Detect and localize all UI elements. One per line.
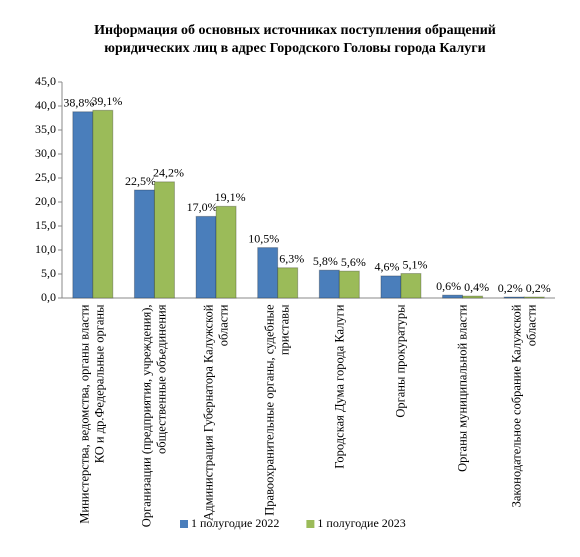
value-label: 10,5% (248, 231, 279, 245)
value-label: 5,8% (313, 254, 338, 268)
legend-label: 1 полугодие 2022 (191, 516, 279, 530)
bar (400, 273, 422, 299)
value-label: 22,5% (125, 174, 156, 188)
value-label: 0,2% (498, 281, 523, 295)
x-tick-text: Министерства, ведомства, органы власти К… (77, 304, 107, 524)
bar (72, 111, 94, 299)
legend-label: 1 полугодие 2023 (317, 516, 405, 530)
y-tick-label: 20,0 (35, 194, 56, 208)
y-tick-label: 15,0 (35, 218, 56, 232)
x-tick-label: Администрация Губернатора Калужской обла… (186, 305, 246, 530)
legend-swatch (180, 520, 188, 528)
x-tick-label: Городская Дума города Калуги (309, 305, 369, 530)
value-label: 0,2% (526, 281, 551, 295)
chart-title: Информация об основных источниках поступ… (94, 23, 496, 56)
value-label: 17,0% (187, 200, 218, 214)
x-tick-text: Правоохранительные органы, судебные прис… (262, 304, 292, 516)
x-tick-text: Организации (предприятия, учреждения), о… (139, 304, 169, 528)
x-tick-text: Администрация Губернатора Калужской обла… (201, 304, 231, 521)
x-tick-text: Законодательное собрание Калужской облас… (509, 304, 539, 508)
x-tick-label: Органы прокуратуры (371, 305, 431, 530)
x-tick-label: Законодательное собрание Калужской облас… (494, 305, 554, 530)
bar (92, 109, 114, 299)
x-tick-label: Министерства, ведомства, органы власти К… (63, 305, 123, 530)
bar (442, 294, 464, 299)
bar (215, 205, 237, 299)
legend-swatch (306, 520, 315, 528)
y-tick-label: 10,0 (35, 242, 56, 256)
value-label: 39,1% (91, 94, 122, 108)
x-tick-label: Организации (предприятия, учреждения), о… (124, 305, 184, 530)
bar (277, 267, 299, 299)
title-box: Информация об основных источниках поступ… (94, 23, 496, 56)
value-label: 19,1% (215, 190, 246, 204)
bar (257, 247, 279, 299)
value-label: 38,8% (63, 96, 94, 110)
value-label: 0,4% (464, 280, 489, 294)
y-tick-label: 30,0 (35, 146, 56, 160)
y-tick-label: 0,0 (41, 290, 56, 304)
x-tick-text: Городская Дума города Калуги (331, 304, 346, 469)
value-label: 6,3% (279, 252, 304, 266)
value-label: 4,6% (374, 260, 399, 274)
y-tick-label: 40,0 (35, 98, 56, 112)
x-tick-label: Правоохранительные органы, судебные прис… (248, 305, 308, 530)
y-tick-label: 35,0 (35, 122, 56, 136)
value-label: 5,1% (402, 257, 427, 271)
x-tick-text: Органы прокуратуры (393, 304, 408, 418)
value-label: 0,6% (436, 279, 461, 293)
bar (153, 181, 175, 299)
x-tick-text: Органы муниципальной власти (455, 304, 470, 472)
bar (523, 296, 545, 299)
value-label: 24,2% (153, 166, 184, 180)
value-label: 5,6% (341, 255, 366, 269)
bar (133, 189, 155, 299)
bar (503, 296, 525, 299)
bar (380, 275, 402, 299)
y-tick-label: 25,0 (35, 170, 56, 184)
y-tick-label: 45,0 (35, 74, 56, 88)
bar (318, 269, 340, 299)
bar (195, 215, 217, 299)
y-tick-label: 5,0 (41, 266, 56, 280)
bar (462, 295, 484, 299)
x-tick-label: Органы муниципальной власти (433, 305, 493, 530)
bar (338, 270, 360, 299)
